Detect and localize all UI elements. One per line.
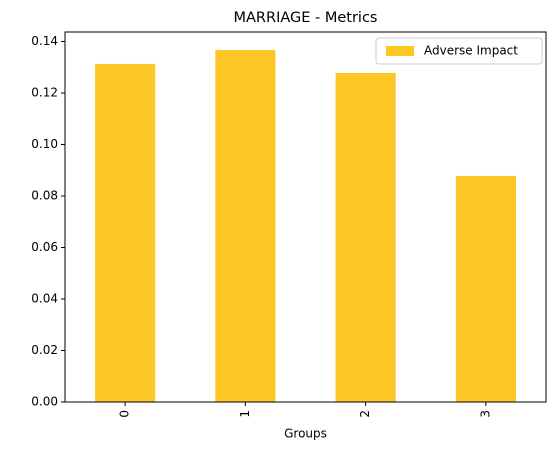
y-tick-label: 0.06	[31, 240, 58, 254]
bar	[215, 50, 276, 403]
x-axis-label: Groups	[284, 427, 327, 441]
y-tick-label: 0.08	[31, 189, 58, 203]
chart-title: MARRIAGE - Metrics	[233, 10, 377, 26]
y-tick-label: 0.04	[31, 292, 58, 306]
y-tick-label: 0.12	[31, 86, 58, 100]
bar	[95, 63, 156, 403]
x-tick-label: 3	[478, 410, 492, 418]
bar	[455, 175, 516, 402]
x-tick-label: 1	[238, 410, 252, 418]
plot-frame	[64, 31, 547, 403]
y-tick-label: 0.02	[31, 343, 58, 357]
legend-swatch	[386, 46, 414, 56]
legend-box	[375, 37, 543, 65]
bar	[335, 72, 396, 403]
legend-label: Adverse Impact	[424, 44, 518, 58]
x-tick-label: 2	[358, 410, 372, 418]
y-tick-label: 0.10	[31, 137, 58, 151]
y-tick-label: 0.14	[31, 34, 58, 48]
x-tick-label: 0	[118, 410, 132, 418]
y-tick-label: 0.00	[31, 395, 58, 409]
